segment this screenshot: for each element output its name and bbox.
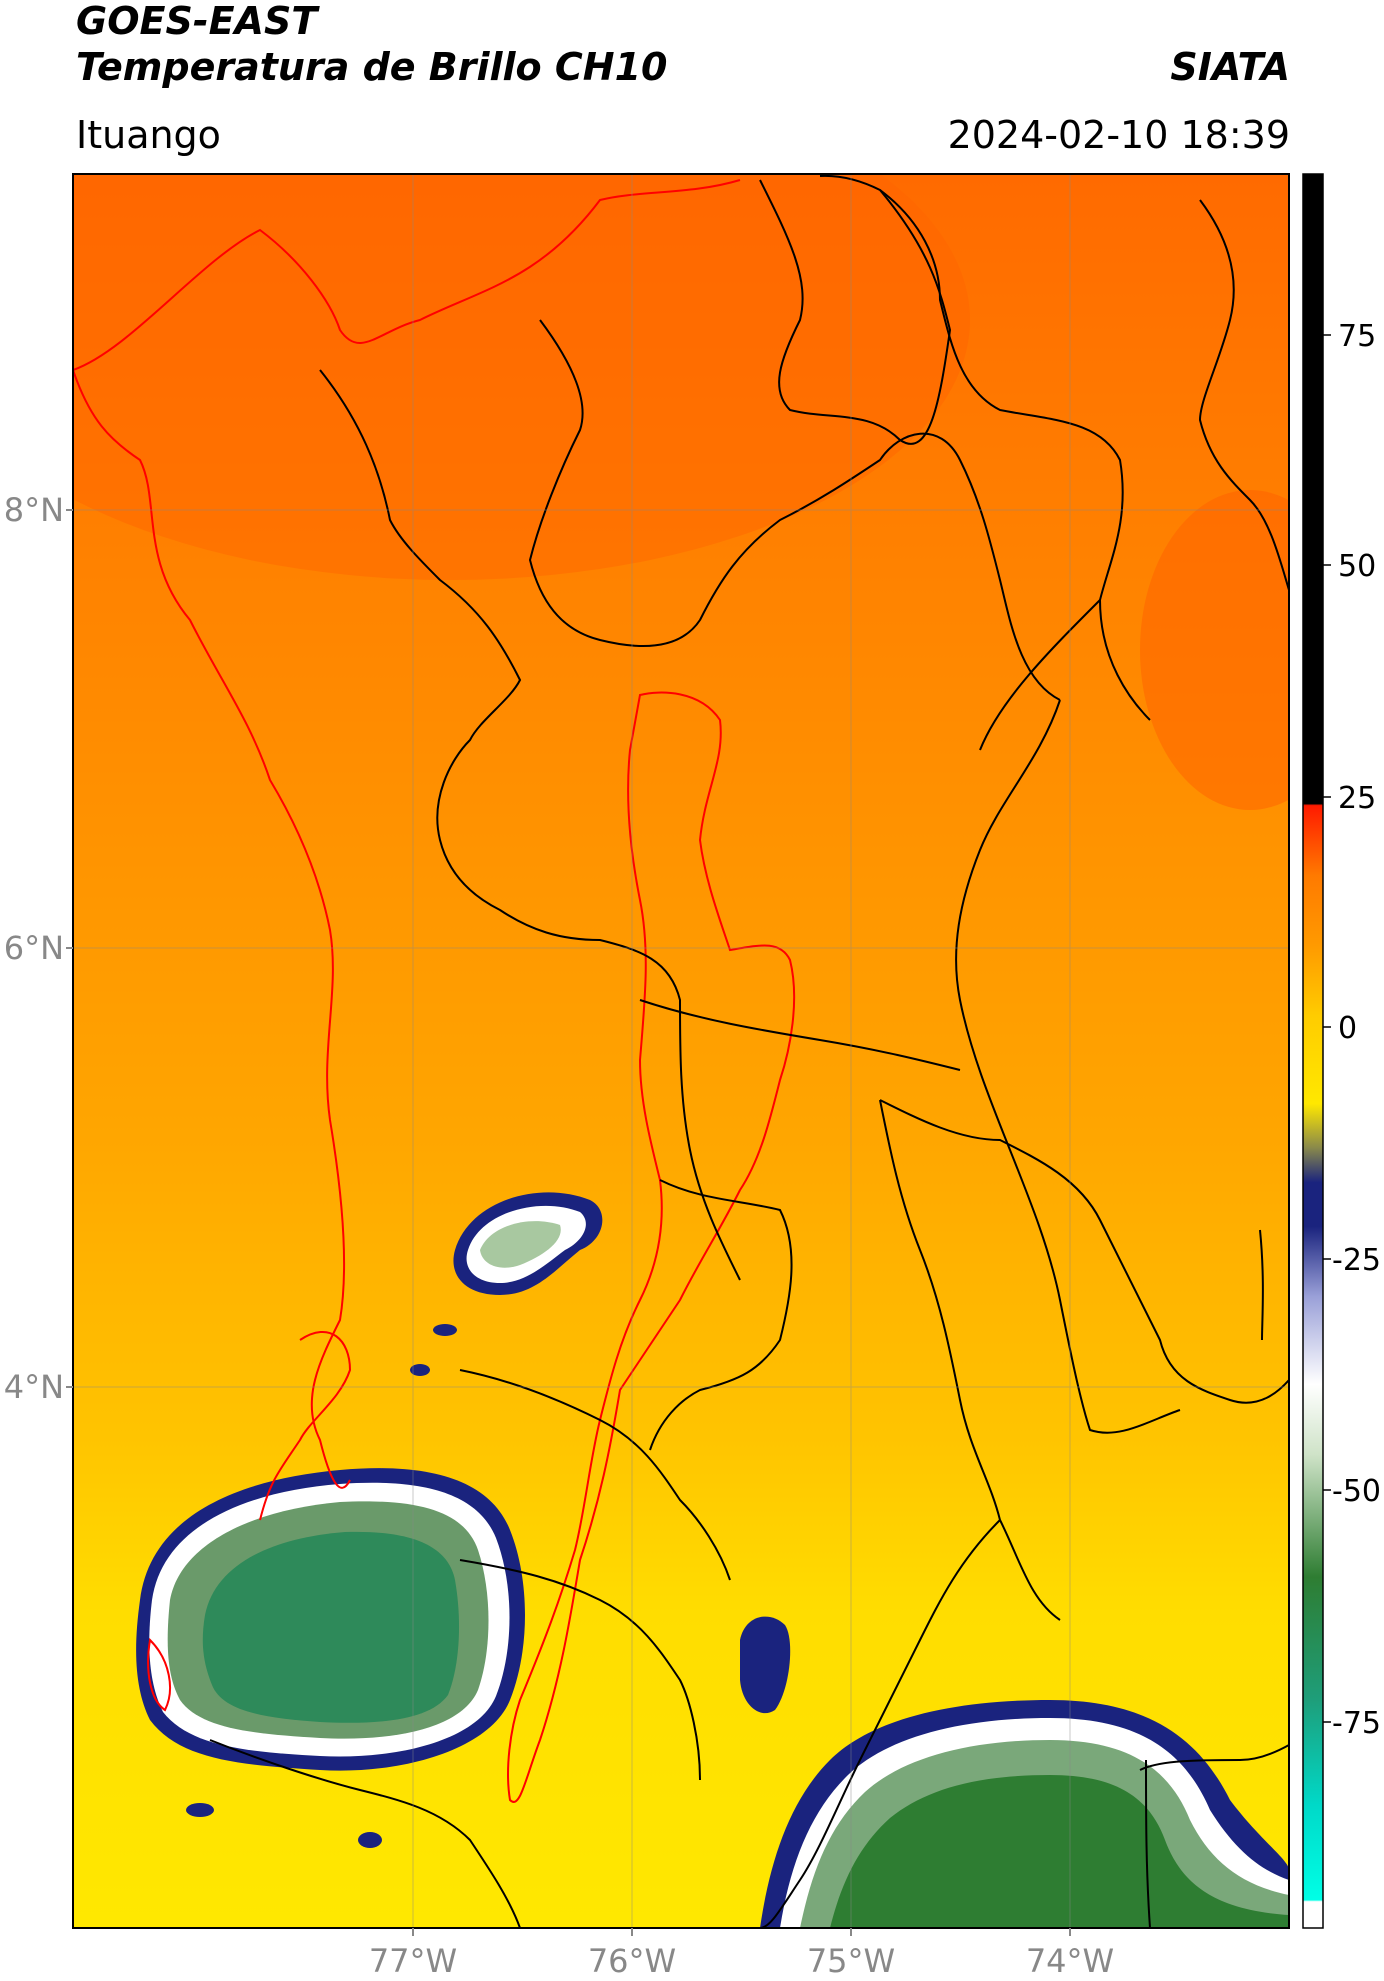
border-valle-south: [459, 1559, 701, 1781]
map-frame: [72, 173, 1290, 1929]
coastline-north: [73, 179, 741, 371]
lon-label-75w: 75°W: [807, 1942, 895, 1980]
colorbar-tick-50: 50: [1338, 549, 1376, 584]
warm-region: [73, 174, 970, 580]
border-santander: [955, 699, 1181, 1434]
colorbar-tick-75: 75: [1338, 319, 1376, 354]
gridlines: [73, 174, 1289, 1928]
border-boyaca: [1259, 1229, 1264, 1341]
colorbar-tick-0: 0: [1338, 1011, 1357, 1046]
lat-label-6n: 6°N: [4, 929, 64, 967]
lon-label-77w: 77°W: [369, 1942, 457, 1980]
title-product: Temperatura de Brillo CH10: [76, 45, 668, 89]
title-satellite: GOES-EAST: [76, 0, 318, 43]
border-tolima-south: [759, 1519, 1001, 1928]
border-cauca: [209, 1739, 521, 1928]
colorbar-tick-minus75: -75: [1332, 1706, 1381, 1741]
border-cordoba: [528, 319, 1061, 701]
lon-label-74w: 74°W: [1026, 1942, 1114, 1980]
datetime-label: 2024-02-10 18:39: [947, 113, 1290, 157]
colorbar-tick-minus25: -25: [1332, 1243, 1381, 1278]
border-magdalena: [1198, 199, 1289, 591]
organization-label: SIATA: [1170, 45, 1290, 89]
colorbar-tick-25: 25: [1338, 781, 1376, 816]
border-antioquia-choco: [319, 369, 741, 1281]
island-outline: [147, 1637, 171, 1712]
lat-label-8n: 8°N: [4, 491, 64, 529]
warm-region-east: [1140, 490, 1289, 810]
border-tolima: [879, 1099, 1061, 1621]
map-panel: [73, 174, 1289, 1928]
lat-axis: 8°N 6°N 4°N: [4, 491, 73, 1406]
border-huila: [1139, 1744, 1289, 1771]
border-valle: [459, 1369, 731, 1581]
lon-label-76w: 76°W: [588, 1942, 676, 1980]
border-caldas: [639, 999, 961, 1071]
border-cesar: [979, 599, 1101, 751]
border-huila-vertical: [1145, 1759, 1151, 1928]
department-borders: [209, 174, 1289, 1928]
border-cundinamarca: [879, 1099, 1289, 1404]
coastline-segment: [259, 1330, 352, 1521]
colorbar: 75 50 25 0 -25 -50 -75: [1302, 173, 1381, 1929]
coastline-pacific: [73, 369, 351, 1489]
border-bolivar: [879, 189, 1151, 721]
colorbar-scale: [1302, 173, 1324, 1929]
lon-axis: 77°W 76°W 75°W 74°W: [369, 1928, 1114, 1980]
lat-label-4n: 4°N: [4, 1368, 64, 1406]
cold-cloud-tops: [136, 1192, 1289, 1928]
ituango-basin-outline: [507, 691, 796, 1803]
border-sucre: [759, 174, 952, 445]
border-risaralda-quindio: [649, 1179, 793, 1451]
region-label: Ituango: [76, 113, 221, 157]
red-outlines: [73, 179, 796, 1803]
colorbar-tick-minus50: -50: [1332, 1474, 1381, 1509]
